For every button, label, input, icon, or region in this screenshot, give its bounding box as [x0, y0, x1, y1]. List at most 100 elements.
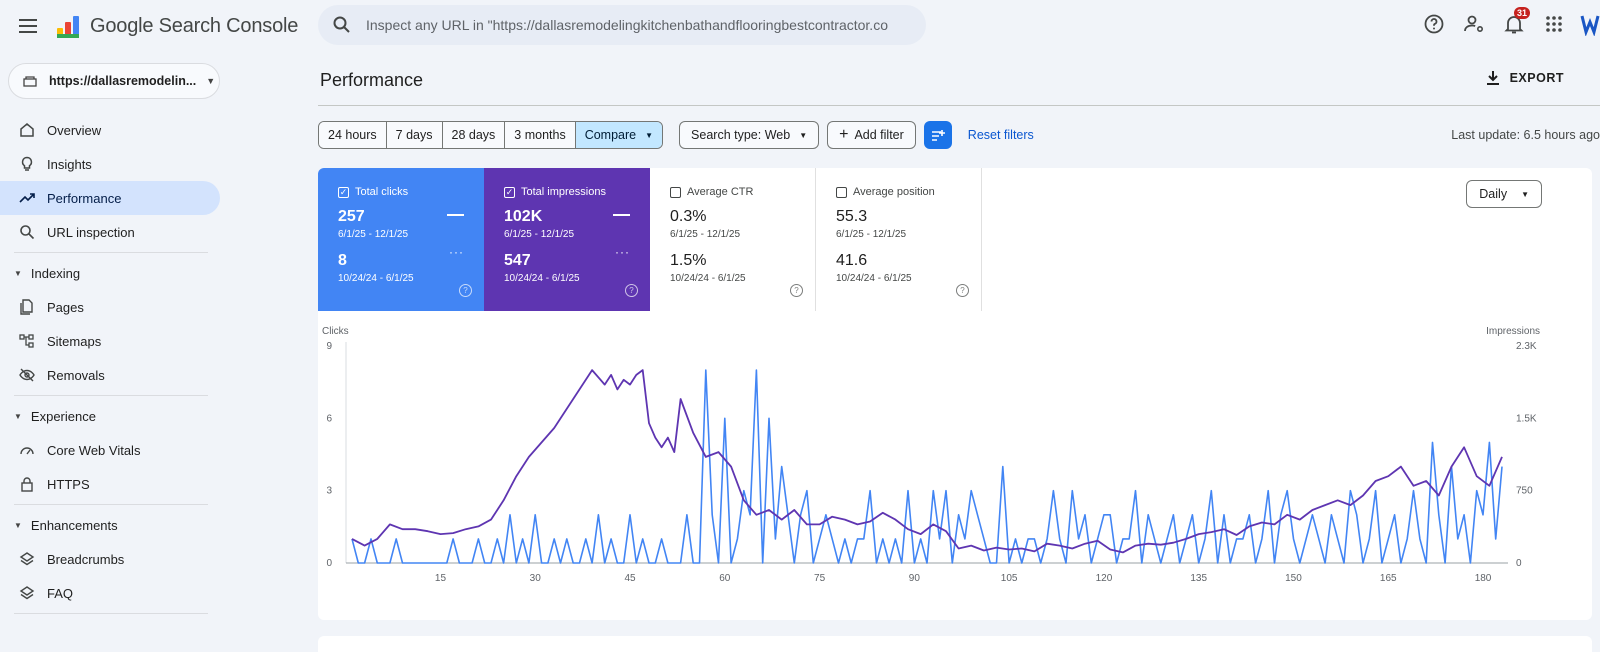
chevron-down-icon: ▼ [645, 130, 654, 140]
date-range-selector: 24 hours 7 days 28 days 3 months Compare… [318, 121, 664, 149]
metric-total-impressions[interactable]: ✓ Total impressions 102K 6/1/25 - 12/1/25… [484, 168, 650, 311]
notification-badge: 31 [1513, 7, 1530, 19]
apps-grid-icon[interactable] [1542, 12, 1566, 36]
layers-icon [18, 550, 36, 568]
checkbox-unchecked-icon[interactable] [670, 186, 681, 198]
account-avatar-icon[interactable] [1580, 12, 1600, 36]
property-label: https://dallasremodelin... [49, 74, 197, 88]
metric-range: 6/1/25 - 12/1/25 [338, 229, 409, 240]
checkbox-unchecked-icon[interactable] [836, 186, 847, 198]
sidebar-item-insights[interactable]: Insights [0, 147, 220, 181]
metric-average-position[interactable]: Average position 55.3 6/1/25 - 12/1/25 4… [816, 168, 982, 311]
metric-value: 257 [338, 208, 365, 225]
search-type-label: Search type: Web [691, 128, 791, 142]
metric-compare-value: 41.6 [836, 252, 868, 269]
dashed-line-legend-icon: ··· [615, 245, 630, 259]
top-icons: 31 [1406, 7, 1600, 36]
help-icon[interactable]: ? [956, 284, 969, 297]
date-range-3-months[interactable]: 3 months [505, 122, 576, 148]
sidebar-item-core-web-vitals[interactable]: Core Web Vitals [0, 433, 220, 467]
sidebar-item-breadcrumbs[interactable]: Breadcrumbs [0, 542, 220, 576]
notifications-button[interactable]: 31 [1502, 7, 1530, 36]
sidebar-item-performance[interactable]: Performance [0, 181, 220, 215]
help-icon[interactable]: ? [790, 284, 803, 297]
table-card [318, 636, 1592, 652]
date-range-7-days[interactable]: 7 days [386, 122, 443, 148]
checkbox-checked-icon[interactable]: ✓ [504, 186, 515, 198]
export-button[interactable]: EXPORT [1484, 69, 1564, 87]
divider [318, 105, 1600, 106]
sidebar-item-url-inspection[interactable]: URL inspection [0, 215, 220, 249]
speed-icon [18, 441, 36, 459]
pages-icon [18, 298, 36, 316]
performance-chart[interactable]: Clicks Impressions 0 3 6 9 0 750 1.5K 2.3K 15 30 45 6… [318, 318, 1592, 618]
lightbulb-icon [18, 155, 36, 173]
x-axis-tick: 30 [530, 573, 542, 584]
help-icon[interactable]: ? [625, 284, 638, 297]
export-label: EXPORT [1509, 71, 1564, 85]
section-label: Enhancements [30, 517, 118, 533]
trending-up-icon [18, 189, 36, 207]
granularity-dropdown[interactable]: Daily ▼ [1466, 180, 1542, 208]
x-axis-tick: 150 [1285, 573, 1302, 584]
sitemap-icon [18, 332, 36, 350]
metric-range: 6/1/25 - 12/1/25 [836, 229, 907, 240]
last-update-text: Last update: 6.5 hours ago [1451, 128, 1600, 142]
series-line-impressions [351, 369, 1503, 554]
filter-settings-button[interactable] [923, 121, 952, 149]
plus-icon: + [839, 126, 849, 143]
search-type-dropdown[interactable]: Search type: Web ▼ [679, 121, 820, 149]
performance-card: ✓ Total clicks 257 6/1/25 - 12/1/25 8 10/… [318, 168, 1592, 620]
manage-users-icon[interactable] [1462, 12, 1486, 36]
sidebar-section-enhancements[interactable]: ▼ Enhancements [0, 508, 220, 542]
date-range-24-hours[interactable]: 24 hours [319, 122, 387, 148]
divider [14, 252, 208, 253]
sidebar-item-https[interactable]: HTTPS [0, 467, 220, 501]
divider [14, 504, 208, 505]
sidebar-item-label: Performance [47, 190, 122, 206]
sidebar-item-pages[interactable]: Pages [0, 290, 220, 324]
app-title[interactable]: Google Search Console [90, 15, 299, 37]
metric-compare-range: 10/24/24 - 6/1/25 [504, 273, 580, 284]
sidebar-item-overview[interactable]: Overview [0, 113, 220, 147]
sidebar-item-faq[interactable]: FAQ [0, 576, 220, 610]
metric-range: 6/1/25 - 12/1/25 [670, 229, 741, 240]
lock-icon [18, 475, 36, 493]
collapse-arrow-icon: ▼ [14, 520, 22, 530]
y-axis-right-tick: 750 [1516, 486, 1533, 497]
compare-button[interactable]: Compare ▼ [575, 122, 663, 148]
sidebar-item-sitemaps[interactable]: Sitemaps [0, 324, 220, 358]
metric-total-clicks[interactable]: ✓ Total clicks 257 6/1/25 - 12/1/25 8 10/… [318, 168, 484, 311]
divider [14, 395, 208, 396]
x-axis-tick: 165 [1380, 573, 1397, 584]
url-inspection-search[interactable] [318, 5, 926, 45]
y-axis-left-title: Clicks [322, 326, 349, 337]
sidebar-nav: Overview Insights Performance URL inspec… [0, 113, 220, 617]
metric-label: Average CTR [687, 186, 754, 198]
help-icon[interactable]: ? [459, 284, 472, 297]
sidebar-section-indexing[interactable]: ▼ Indexing [0, 256, 220, 290]
visibility-off-icon [18, 366, 36, 384]
checkbox-checked-icon[interactable]: ✓ [338, 186, 349, 198]
reset-filters-link[interactable]: Reset filters [967, 128, 1034, 142]
sidebar-item-label: Removals [47, 367, 105, 383]
add-filter-button[interactable]: + Add filter [827, 121, 916, 149]
help-icon[interactable] [1422, 12, 1446, 36]
download-icon [1486, 71, 1499, 85]
metric-compare-value: 1.5% [670, 252, 707, 269]
sidebar-item-removals[interactable]: Removals [0, 358, 220, 392]
search-input[interactable] [366, 17, 906, 33]
sidebar-item-label: FAQ [47, 585, 74, 601]
search-console-logo[interactable] [54, 13, 82, 41]
y-axis-right-tick: 1.5K [1516, 413, 1537, 424]
metric-average-ctr[interactable]: Average CTR 0.3% 6/1/25 - 12/1/25 1.5% 1… [650, 168, 816, 311]
sidebar-section-experience[interactable]: ▼ Experience [0, 399, 220, 433]
date-range-28-days[interactable]: 28 days [442, 122, 506, 148]
hamburger-menu-icon[interactable] [16, 14, 40, 38]
property-selector[interactable]: https://dallasremodelin... ▼ [8, 63, 220, 99]
property-icon [23, 76, 37, 87]
search-icon [333, 16, 350, 33]
collapse-arrow-icon: ▼ [14, 268, 22, 278]
metric-label: Average position [853, 186, 935, 198]
